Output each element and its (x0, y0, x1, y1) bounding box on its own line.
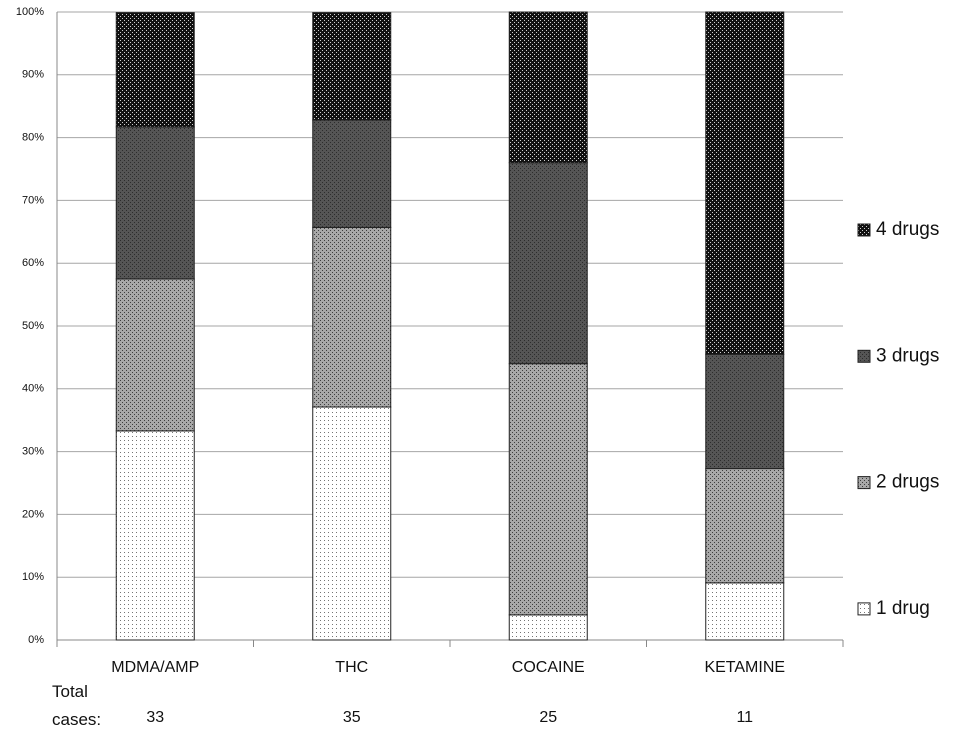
y-tick-label: 60% (22, 257, 44, 269)
bar-segment (705, 11, 785, 355)
legend-swatch (857, 349, 871, 363)
legend-swatch (857, 476, 871, 490)
legend-swatch (857, 223, 871, 237)
y-tick-label: 90% (22, 69, 44, 81)
x-tick-label: THC (335, 659, 368, 676)
y-tick-label: 70% (22, 194, 44, 206)
y-tick-label: 100% (16, 6, 44, 18)
total-value: 35 (343, 709, 361, 726)
bar-segment (705, 353, 785, 470)
total-value: 25 (539, 709, 557, 726)
bar-segment (115, 278, 195, 432)
bar-segment (312, 226, 392, 408)
y-tick-label: 0% (28, 634, 44, 646)
bar-segment (508, 162, 588, 365)
y-tick-label: 20% (22, 508, 44, 520)
legend-label: 2 drugs (876, 472, 939, 493)
bar-segment (705, 582, 785, 641)
bar-segment (705, 468, 785, 584)
legend-label: 1 drug (876, 598, 930, 619)
bar-segment (115, 12, 195, 128)
y-tick-label: 80% (22, 132, 44, 144)
total-value: 33 (146, 709, 164, 726)
bar-segment (115, 126, 195, 280)
legend-label: 4 drugs (876, 219, 939, 240)
bar-segment (115, 430, 195, 641)
legend-swatch (857, 602, 871, 616)
x-tick-label: COCAINE (512, 659, 585, 676)
y-tick-label: 40% (22, 383, 44, 395)
legend-label: 3 drugs (876, 345, 939, 366)
bar-segment (312, 406, 392, 641)
y-tick-label: 10% (22, 571, 44, 583)
bar-segment (312, 12, 392, 121)
y-tick-label: 30% (22, 446, 44, 458)
bar-segment (508, 363, 588, 616)
totals-label: Total cases: (52, 682, 102, 729)
x-tick-label: KETAMINE (704, 659, 785, 676)
bar-segment (508, 11, 588, 164)
y-tick-label: 50% (22, 320, 44, 332)
total-value: 11 (736, 709, 753, 726)
x-tick-label: MDMA/AMP (111, 659, 199, 676)
bar-segment (312, 119, 392, 228)
bar-segment (508, 614, 588, 641)
